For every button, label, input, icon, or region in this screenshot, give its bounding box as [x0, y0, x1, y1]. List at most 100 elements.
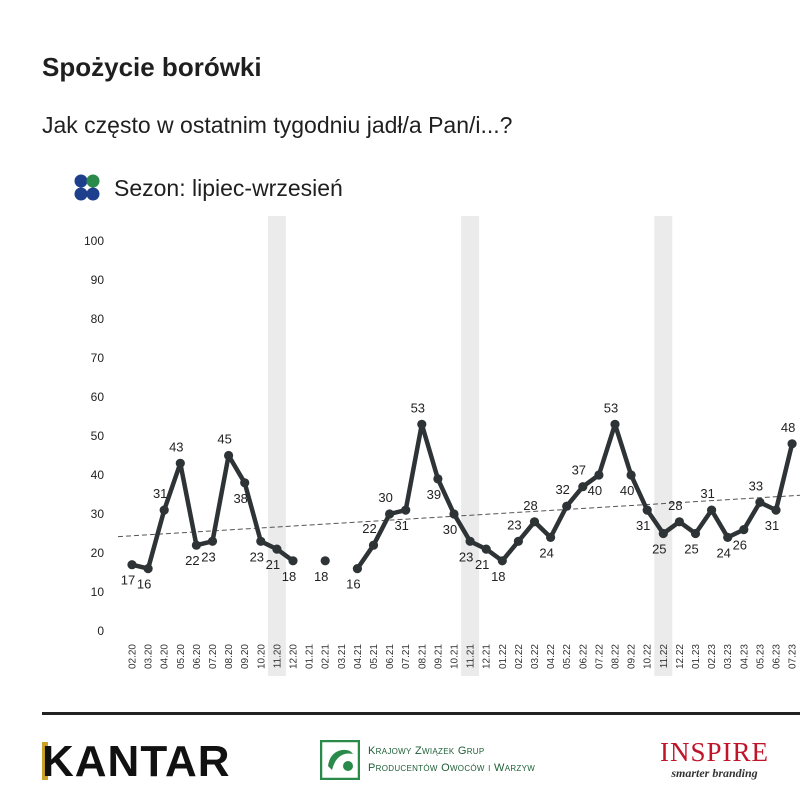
x-tick-label: 09.22: [627, 644, 638, 669]
kzgp-line2: Producentów Owoców i Warzyw: [368, 762, 536, 774]
x-tick-label: 08.20: [224, 644, 235, 669]
x-tick-label: 12.20: [289, 644, 300, 669]
data-label: 28: [668, 498, 682, 513]
y-tick-label: 0: [97, 624, 104, 638]
season-band-3: [654, 216, 673, 676]
data-point: [658, 528, 668, 539]
chart-title: Spożycie borówki: [42, 52, 262, 82]
data-point: [417, 419, 427, 429]
y-tick-label: 20: [91, 546, 105, 560]
data-label: 28: [523, 498, 537, 513]
data-point: [175, 458, 185, 468]
x-tick-label: 10.22: [643, 644, 654, 669]
data-point: [562, 501, 572, 511]
data-label: 23: [250, 549, 264, 564]
data-point: [755, 497, 765, 507]
season-band-1: [267, 216, 286, 676]
data-label: 37: [572, 463, 586, 478]
y-tick-label: 10: [91, 585, 105, 599]
y-axis: 0 10 20 30 40 50 60 70 80 90 100: [84, 234, 104, 638]
kzgp-emblem-icon: [320, 740, 360, 780]
x-tick-label: 11.21: [466, 644, 477, 669]
x-tick-label: 07.23: [788, 644, 799, 669]
data-label: 31: [700, 486, 714, 501]
data-point: [546, 532, 556, 543]
x-tick-label: 05.20: [176, 644, 187, 669]
data-point: [433, 474, 443, 484]
data-point: [578, 482, 588, 492]
data-point: [159, 505, 169, 515]
data-point: [449, 509, 459, 519]
x-axis: 02.20 03.20 04.20 05.20 06.20 07.20 08.20 09.20…: [128, 644, 799, 669]
data-label: 17: [121, 573, 135, 588]
x-tick-label: 09.21: [433, 644, 444, 669]
data-point: [594, 470, 604, 480]
data-label: 23: [201, 549, 215, 564]
data-label: 33: [749, 478, 763, 493]
data-point: [481, 544, 491, 554]
y-tick-label: 50: [91, 429, 105, 443]
data-point: [288, 556, 298, 566]
x-tick-label: 04.21: [353, 644, 364, 669]
blueberry-icon: [74, 174, 100, 201]
data-label: 25: [652, 542, 666, 557]
season-band-2: [461, 216, 480, 676]
x-tick-label: 06.23: [772, 644, 783, 669]
data-point: [513, 536, 524, 546]
kzgp-line1: Krajowy Związek Grup: [368, 745, 485, 757]
line-chart: 0 10 20 30 40 50 60 70 80 90 100 02.20 03.20 04.20 05…: [84, 216, 800, 676]
data-point: [401, 505, 411, 515]
data-label: 18: [314, 569, 328, 584]
kzgp-logo: Krajowy Związek Grup Producentów Owoców …: [320, 740, 535, 780]
x-tick-label: 11.22: [659, 644, 670, 669]
x-tick-label: 05.21: [369, 644, 380, 669]
data-label: 24: [539, 545, 553, 560]
x-tick-label: 12.21: [482, 644, 493, 669]
data-point: [771, 505, 781, 515]
x-tick-label: 02.21: [321, 644, 332, 669]
x-tick-label: 04.20: [160, 644, 171, 669]
data-label: 22: [185, 553, 199, 568]
x-tick-label: 12.22: [675, 644, 686, 669]
footer-divider: [42, 712, 800, 715]
data-label: 39: [427, 487, 441, 502]
data-point: [707, 505, 717, 515]
x-tick-label: 06.21: [385, 644, 396, 669]
kantar-accent: [42, 742, 48, 780]
chart-subtitle: Jak często w ostatnim tygodniu jadł/a Pa…: [42, 112, 513, 138]
x-tick-label: 03.21: [337, 644, 348, 669]
data-label: 18: [282, 569, 296, 584]
data-label: 21: [475, 557, 489, 572]
data-label: 53: [411, 400, 425, 415]
data-point: [207, 536, 218, 546]
data-point: [787, 439, 797, 449]
inspire-wordmark: INSPIRE: [660, 737, 770, 767]
data-label: 31: [153, 486, 167, 501]
x-tick-label: 05.23: [755, 644, 766, 669]
x-tick-label: 07.21: [401, 644, 412, 669]
data-label: 40: [620, 483, 634, 498]
data-label: 18: [491, 569, 505, 584]
data-label: 43: [169, 439, 183, 454]
x-tick-label: 03.22: [530, 644, 541, 669]
data-label: 31: [765, 518, 779, 533]
y-tick-label: 70: [91, 351, 105, 365]
data-label: 45: [217, 432, 231, 447]
x-tick-label: 09.20: [240, 644, 251, 669]
data-point: [320, 556, 330, 566]
x-tick-label: 03.20: [144, 644, 155, 669]
y-tick-label: 80: [91, 312, 105, 326]
x-tick-label: 04.23: [739, 644, 750, 669]
data-label: 16: [137, 577, 151, 592]
data-points: [127, 419, 797, 574]
data-point: [385, 509, 395, 519]
data-label: 30: [378, 490, 392, 505]
data-point: [674, 517, 685, 527]
x-tick-label: 11.20: [272, 644, 283, 669]
x-tick-label: 07.22: [594, 644, 605, 669]
y-tick-label: 40: [91, 468, 105, 482]
data-label: 38: [233, 491, 247, 506]
data-point: [256, 536, 266, 546]
data-point: [191, 540, 201, 550]
